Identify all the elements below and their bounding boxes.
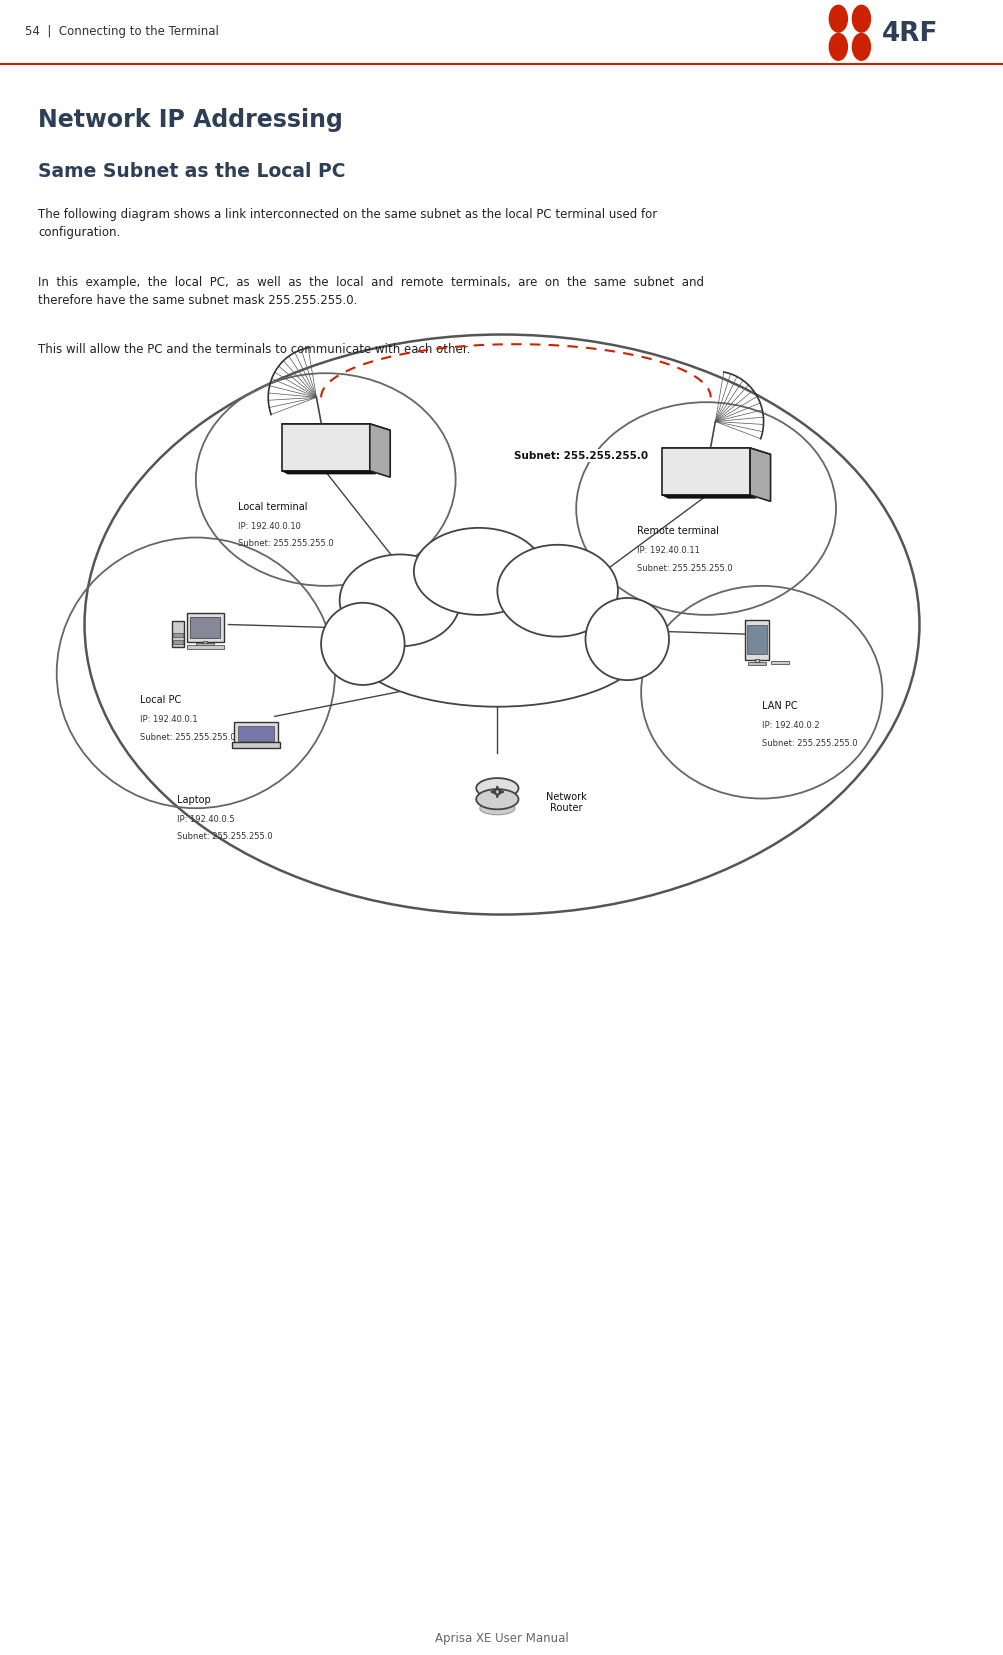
Bar xyxy=(754,660,758,662)
Polygon shape xyxy=(661,449,769,455)
Ellipse shape xyxy=(321,604,404,685)
Bar xyxy=(747,626,766,655)
Text: 4RF: 4RF xyxy=(881,22,937,46)
Bar xyxy=(187,612,224,642)
Text: Remote terminal: Remote terminal xyxy=(636,526,718,536)
Ellipse shape xyxy=(413,528,544,616)
Bar xyxy=(196,644,215,647)
Text: Laptop: Laptop xyxy=(178,794,211,804)
Text: IP: 192.40.0.11: IP: 192.40.0.11 xyxy=(636,546,699,554)
Bar xyxy=(172,621,185,649)
Ellipse shape xyxy=(479,803,515,816)
Bar xyxy=(187,645,224,650)
Text: IP: 192.40.0.10: IP: 192.40.0.10 xyxy=(238,521,300,531)
Text: This will allow the PC and the terminals to communicate with each other.: This will allow the PC and the terminals… xyxy=(38,343,470,356)
Text: Local terminal: Local terminal xyxy=(238,501,307,511)
Bar xyxy=(235,723,278,743)
Bar xyxy=(747,662,765,665)
Text: Subnet: 255.255.255.0: Subnet: 255.255.255.0 xyxy=(140,733,236,741)
Bar xyxy=(238,727,274,741)
Ellipse shape xyxy=(475,789,518,809)
Ellipse shape xyxy=(852,35,870,61)
Polygon shape xyxy=(282,425,390,430)
Text: Subnet: 255.255.255.0: Subnet: 255.255.255.0 xyxy=(514,452,647,462)
Text: IP: 192.40.0.1: IP: 192.40.0.1 xyxy=(140,715,198,723)
Bar xyxy=(232,743,280,748)
Ellipse shape xyxy=(349,581,645,707)
Ellipse shape xyxy=(475,778,518,799)
Polygon shape xyxy=(661,449,749,496)
Ellipse shape xyxy=(496,546,618,637)
Text: Network IP Addressing: Network IP Addressing xyxy=(38,108,343,132)
Polygon shape xyxy=(661,496,755,498)
Text: Subnet: 255.255.255.0: Subnet: 255.255.255.0 xyxy=(238,540,333,548)
Text: Same Subnet as the Local PC: Same Subnet as the Local PC xyxy=(38,162,345,180)
Text: Subnet: 255.255.255.0: Subnet: 255.255.255.0 xyxy=(178,832,273,841)
Bar xyxy=(744,621,768,660)
Ellipse shape xyxy=(852,7,870,33)
Text: LAN PC: LAN PC xyxy=(761,700,796,710)
Text: Subnet: 255.255.255.0: Subnet: 255.255.255.0 xyxy=(761,738,857,746)
Text: Network
Router: Network Router xyxy=(545,791,586,813)
Text: IP: 192.40.0.2: IP: 192.40.0.2 xyxy=(761,722,818,730)
Text: Subnet: 255.255.255.0: Subnet: 255.255.255.0 xyxy=(636,563,731,573)
Polygon shape xyxy=(282,425,369,472)
Bar xyxy=(203,642,208,644)
Bar xyxy=(173,634,183,637)
Ellipse shape xyxy=(828,35,847,61)
Text: Local PC: Local PC xyxy=(140,695,182,705)
Ellipse shape xyxy=(828,7,847,33)
Bar xyxy=(190,617,220,639)
Ellipse shape xyxy=(585,599,668,680)
Bar xyxy=(173,640,183,644)
Polygon shape xyxy=(369,425,390,478)
Ellipse shape xyxy=(339,554,459,647)
Text: In  this  example,  the  local  PC,  as  well  as  the  local  and  remote  term: In this example, the local PC, as well a… xyxy=(38,275,703,306)
Text: IP: 192.40.0.5: IP: 192.40.0.5 xyxy=(178,814,235,824)
Polygon shape xyxy=(749,449,769,501)
Text: The following diagram shows a link interconnected on the same subnet as the loca: The following diagram shows a link inter… xyxy=(38,209,657,240)
Text: Aprisa XE User Manual: Aprisa XE User Manual xyxy=(434,1632,569,1643)
Text: 54  |  Connecting to the Terminal: 54 | Connecting to the Terminal xyxy=(25,25,219,38)
Polygon shape xyxy=(282,472,375,475)
Bar xyxy=(770,662,788,665)
